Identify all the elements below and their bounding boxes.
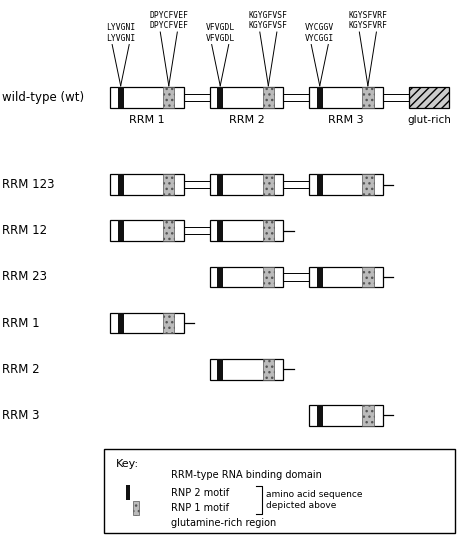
Bar [118, 87, 124, 108]
Bar [210, 267, 283, 287]
Bar [184, 227, 210, 235]
Bar [263, 267, 274, 287]
Bar [110, 220, 183, 241]
Text: amino acid sequence
depicted above: amino acid sequence depicted above [266, 490, 363, 510]
Bar [210, 359, 283, 380]
Text: glut-rich: glut-rich [407, 115, 451, 124]
Bar [133, 501, 139, 515]
Bar [283, 94, 309, 102]
Bar [263, 87, 274, 108]
Bar [127, 516, 162, 530]
Bar [118, 220, 124, 241]
Bar [126, 485, 130, 500]
Bar [263, 174, 274, 195]
Text: RRM 2: RRM 2 [228, 115, 264, 124]
Bar [154, 468, 161, 483]
Text: RRM 123: RRM 123 [2, 178, 55, 191]
Bar [317, 174, 323, 195]
Text: LYVGNI
LYVGNI: LYVGNI LYVGNI [106, 23, 135, 43]
Text: RRM-type RNA binding domain: RRM-type RNA binding domain [171, 470, 321, 480]
Text: RRM 3: RRM 3 [2, 409, 40, 422]
Bar [118, 174, 124, 195]
Text: glutamine-rich region: glutamine-rich region [171, 518, 276, 528]
Bar [362, 405, 374, 426]
Bar [283, 273, 309, 281]
Bar [210, 87, 283, 108]
Text: RRM 1: RRM 1 [129, 115, 165, 124]
Text: RRM 12: RRM 12 [2, 224, 47, 237]
Text: KGYSFVRF
KGYSFVRF: KGYSFVRF KGYSFVRF [348, 11, 387, 30]
Bar [217, 267, 223, 287]
Bar [163, 313, 174, 333]
Bar [210, 174, 283, 195]
Bar [163, 87, 174, 108]
Bar [309, 174, 383, 195]
Bar [184, 94, 210, 102]
Text: RRM 3: RRM 3 [328, 115, 364, 124]
Bar [309, 405, 383, 426]
Bar [184, 181, 210, 188]
Text: wild-type (wt): wild-type (wt) [2, 91, 84, 104]
Bar [118, 313, 124, 333]
Bar [317, 267, 323, 287]
Bar [163, 174, 174, 195]
Text: Key:: Key: [116, 459, 139, 469]
Bar [110, 313, 183, 333]
Bar [263, 359, 274, 380]
Bar [110, 87, 183, 108]
Bar [362, 267, 374, 287]
Bar [217, 359, 223, 380]
Bar [409, 87, 449, 108]
Text: VFVGDL
VFVGDL: VFVGDL VFVGDL [206, 23, 235, 43]
Bar [283, 181, 309, 188]
Bar [383, 94, 409, 102]
Bar [217, 220, 223, 241]
Bar [128, 468, 131, 483]
Text: RRM 23: RRM 23 [2, 270, 47, 283]
Bar [309, 267, 383, 287]
Bar [110, 174, 183, 195]
Bar [362, 87, 374, 108]
Bar [362, 174, 374, 195]
Text: RRM 1: RRM 1 [2, 317, 40, 330]
Bar [163, 220, 174, 241]
Text: RRM 2: RRM 2 [2, 363, 40, 376]
Text: KGYGFVSF
KGYGFVSF: KGYGFVSF KGYGFVSF [249, 11, 288, 30]
Bar [317, 87, 323, 108]
Bar [104, 449, 455, 533]
Text: RNP 2 motif: RNP 2 motif [171, 488, 229, 497]
Bar [217, 174, 223, 195]
Text: RNP 1 motif: RNP 1 motif [171, 503, 228, 513]
Bar [123, 468, 166, 483]
Text: VYCGGV
VYCGGI: VYCGGV VYCGGI [305, 23, 334, 43]
Bar [210, 220, 283, 241]
Text: DPYCFVEF
DPYCFVEF: DPYCFVEF DPYCFVEF [149, 11, 188, 30]
Bar [217, 87, 223, 108]
Bar [317, 405, 323, 426]
Bar [309, 87, 383, 108]
Bar [263, 220, 274, 241]
